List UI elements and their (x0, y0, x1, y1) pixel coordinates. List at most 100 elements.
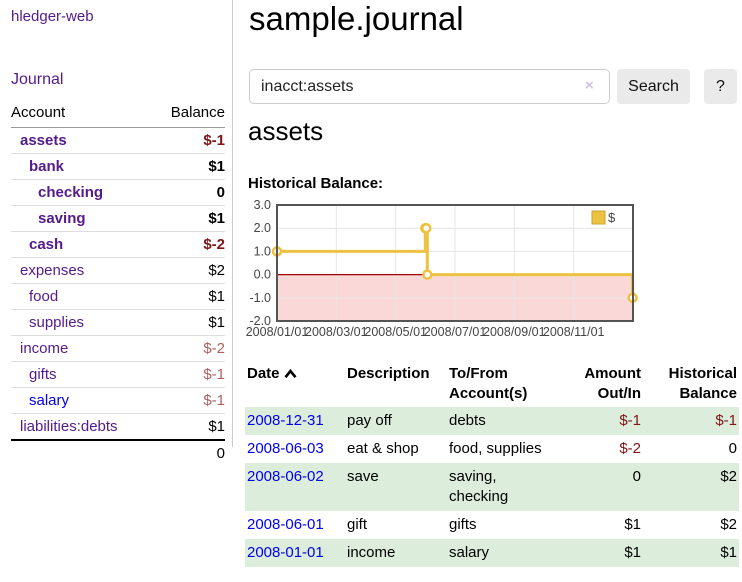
register-rows: 2008-12-31 pay off debts $-1 $-1 2008-06-03 ea… (245, 407, 739, 567)
accounts-table-header: Account Balance (11, 101, 225, 128)
account-balance: $1 (208, 210, 225, 227)
account-balance: $-1 (203, 366, 225, 383)
account-link[interactable]: liabilities:debts (20, 418, 118, 435)
sidebar-account-row: salary $-1 (11, 388, 225, 414)
transaction-amount: $-2 (619, 440, 641, 457)
sidebar-account-row: food $1 (11, 284, 225, 310)
date-column-header[interactable]: Date (245, 361, 345, 407)
transaction-date-link[interactable]: 2008-12-31 (247, 412, 324, 429)
account-balance: $-1 (203, 132, 225, 149)
historical-balance-chart: $ -2.0 -1.0 0.0 1.0 2.0 3.0 2008/01/01 2008/03/0… (240, 196, 740, 346)
description-column-header: Description (347, 365, 430, 382)
x-tick-label: 2008/07/01 (424, 325, 487, 339)
search-button[interactable]: Search (617, 69, 690, 104)
sidebar-account-row: checking 0 (11, 180, 225, 206)
x-tick-label: 2008/11/01 (543, 325, 605, 339)
transaction-amount: 0 (632, 468, 641, 485)
account-balance: 0 (216, 184, 225, 201)
help-button[interactable]: ? (704, 69, 737, 104)
transaction-accounts: food, supplies (449, 440, 542, 457)
legend-label: $ (608, 210, 616, 225)
account-link[interactable]: cash (29, 236, 64, 253)
x-tick-label: 2008/01/01 (246, 325, 309, 339)
register-row: 2008-06-03 eat & shop food, supplies $-2 0 (245, 435, 739, 463)
brand-link[interactable]: hledger-web (11, 8, 94, 25)
transaction-accounts: gifts (449, 516, 477, 533)
search-input[interactable] (249, 69, 610, 104)
transaction-balance: $2 (720, 516, 737, 533)
register-row: 2008-12-31 pay off debts $-1 $-1 (245, 407, 739, 435)
transaction-balance: $1 (720, 544, 737, 561)
transaction-amount: $1 (624, 516, 641, 533)
transaction-balance: 0 (728, 440, 737, 457)
y-tick-label: -2.0 (249, 314, 271, 328)
account-link[interactable]: saving (38, 210, 86, 227)
sidebar-item-journal[interactable]: Journal (11, 71, 64, 88)
x-tick-label: 2008/05/01 (364, 325, 427, 339)
account-balance: $1 (208, 418, 225, 435)
x-tick-label: 2008/09/01 (483, 325, 546, 339)
chart-title: Historical Balance: (248, 175, 384, 192)
account-link[interactable]: expenses (20, 262, 85, 279)
sidebar-account-row: liabilities:debts $1 (11, 414, 225, 439)
account-balance: $1 (208, 158, 225, 175)
account-balance: $-1 (203, 392, 225, 409)
search-form: × Search ? (249, 69, 742, 105)
transaction-amount: $-1 (619, 412, 641, 429)
transaction-description: eat & shop (347, 440, 419, 457)
amount-column-header: Amount Out/In (584, 365, 641, 402)
account-balance: $-2 (203, 340, 225, 357)
account-link[interactable]: assets (20, 132, 67, 149)
page-title: sample.journal (249, 0, 464, 37)
accounts-total-row: 0 (11, 439, 225, 466)
transaction-accounts: debts (449, 412, 486, 429)
register-table: Date Description To/From Account(s) Amou… (245, 361, 739, 567)
y-tick-label: 1.0 (254, 244, 271, 258)
sort-ascending-icon (284, 368, 297, 379)
accounts-table: Account Balance assets $-1 bank $1 checking 0… (11, 101, 225, 466)
account-link[interactable]: income (20, 340, 69, 357)
transaction-amount: $1 (624, 544, 641, 561)
register-header-row: Date Description To/From Account(s) Amou… (245, 361, 739, 407)
account-link[interactable]: checking (38, 184, 104, 201)
y-tick-label: 3.0 (254, 198, 271, 212)
clear-search-icon[interactable]: × (585, 77, 594, 94)
transaction-date-link[interactable]: 2008-06-03 (247, 440, 324, 457)
sidebar-account-row: gifts $-1 (11, 362, 225, 388)
account-link[interactable]: gifts (29, 366, 57, 383)
data-point-marker (421, 222, 432, 234)
account-link[interactable]: bank (29, 158, 65, 175)
register-row: 2008-06-02 save saving, checking 0 $2 (245, 463, 739, 511)
account-link[interactable]: food (29, 288, 59, 305)
tofrom-column-header: To/From Account(s) (449, 365, 528, 402)
transaction-date-link[interactable]: 2008-06-01 (247, 516, 324, 533)
account-balance: $1 (208, 314, 225, 331)
legend-swatch (591, 210, 606, 225)
transaction-description: gift (347, 516, 368, 533)
account-balance: $-2 (203, 236, 225, 253)
account-heading: assets (248, 116, 324, 146)
sidebar-account-row: supplies $1 (11, 310, 225, 336)
transaction-date-link[interactable]: 2008-01-01 (247, 544, 324, 561)
y-tick-label: 0.0 (254, 268, 271, 282)
data-point-marker (422, 269, 433, 280)
sidebar-account-rows: assets $-1 bank $1 checking 0 saving $1 cash $-2 e… (11, 128, 225, 439)
transaction-accounts: saving, checking (449, 468, 509, 505)
accounts-total-value: 0 (216, 445, 225, 462)
balance-column-header: Balance (170, 104, 225, 121)
transaction-balance: $2 (720, 468, 737, 485)
account-link[interactable]: salary (29, 392, 70, 409)
transaction-description: save (347, 468, 379, 485)
sidebar: hledger-web Journal Account Balance asse… (0, 0, 233, 462)
y-tick-label: 2.0 (254, 221, 271, 235)
sidebar-account-row: expenses $2 (11, 258, 225, 284)
y-tick-label: -1.0 (249, 291, 271, 305)
account-balance: $1 (208, 288, 225, 305)
x-tick-label: 2008/03/01 (305, 325, 368, 339)
account-link[interactable]: supplies (29, 314, 85, 331)
transaction-date-link[interactable]: 2008-06-02 (247, 468, 324, 485)
sidebar-account-row: saving $1 (11, 206, 225, 232)
account-column-header: Account (11, 104, 66, 121)
chart-svg: $ -2.0 -1.0 0.0 1.0 2.0 3.0 2008/01/012008/03/0… (246, 198, 638, 339)
transaction-description: pay off (347, 412, 392, 429)
